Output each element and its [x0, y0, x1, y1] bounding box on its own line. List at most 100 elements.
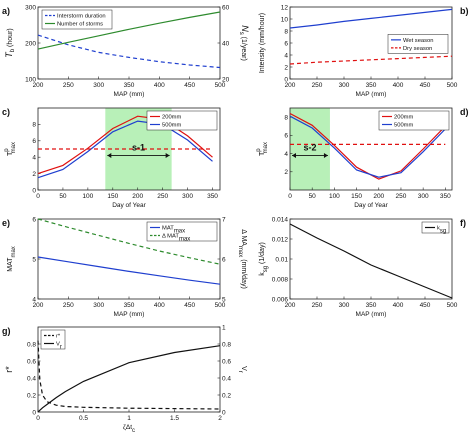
panel-b: 200 250 300 350 400 450 500 0 2 4 6 8 10 12 MAP (mm) In…: [259, 4, 458, 98]
y-tick-label: 0: [32, 187, 36, 194]
plot-frame: [37, 326, 221, 413]
x-tick-label: 350: [124, 302, 135, 309]
x-tick-label: 0: [288, 193, 292, 200]
y-right-axis-label: Δ MAmax (mm/day): [237, 229, 247, 289]
legend-entry: 500mm: [162, 123, 182, 129]
x-tick-label: 400: [154, 302, 165, 309]
y-tick-label: 200: [25, 40, 36, 47]
legend-box: [40, 329, 66, 350]
x-tick-label: 300: [93, 302, 104, 309]
legend-entry: Wet season: [403, 38, 434, 44]
y-tick-label: 8: [284, 114, 288, 121]
legend: ksg: [421, 221, 450, 235]
y-tick-label: 8: [32, 122, 36, 129]
x-tick-label: 1.5: [170, 415, 179, 422]
legend-entry: Vr: [56, 342, 62, 351]
x-axis-label: ζΔtc: [123, 424, 135, 434]
legend: r* Vr: [40, 329, 66, 351]
x-tick-label: 450: [184, 82, 195, 89]
y-axis-label: ksg (1/day): [259, 242, 269, 276]
x-tick-label: 500: [447, 82, 458, 89]
x-tick-label: 250: [312, 82, 323, 89]
x-tick-label: 100: [82, 193, 93, 200]
x-tick-label: 400: [393, 302, 404, 309]
x-tick-label: 250: [63, 82, 74, 89]
x-axis-label: Day of Year: [354, 202, 388, 209]
x-tick-label: 200: [285, 302, 296, 309]
x-tick-label: 500: [215, 302, 226, 309]
legend-box: [378, 110, 450, 131]
legend-entry: 200mm: [394, 115, 414, 121]
y-right-axis-label: Vr: [237, 366, 247, 373]
x-tick-label: 450: [420, 82, 431, 89]
x-tick-label: 300: [93, 82, 104, 89]
y-tick-label: 0: [284, 76, 288, 83]
x-tick-label: 300: [339, 82, 350, 89]
y-axis-label: Tpmax: [4, 142, 17, 156]
x-tick-label: 450: [420, 302, 431, 309]
legend-box: [146, 221, 218, 242]
y-tick-label: 0.4: [27, 375, 36, 382]
y-tick-label: 8: [284, 28, 288, 35]
x-tick-label: 350: [207, 193, 218, 200]
series-line-dry-season: [289, 55, 453, 65]
season-label: s-2: [303, 143, 316, 153]
y-right-tick-label: 40: [222, 40, 230, 47]
series-line-r-: [37, 340, 221, 410]
x-tick-label: 300: [418, 193, 429, 200]
y-right-tick-label: 0: [222, 409, 226, 416]
legend-entry: 200mm: [162, 115, 182, 121]
x-tick-label: 200: [373, 193, 384, 200]
x-axis-label: MAP (mm): [356, 91, 387, 98]
x-tick-label: 200: [33, 82, 44, 89]
y-right-tick-label: 1: [222, 324, 226, 331]
legend-entry: Interstorm duration: [57, 14, 106, 20]
y-right-tick-label: 0.8: [222, 341, 231, 348]
y-tick-label: 6: [284, 133, 288, 140]
panel-f: 200 250 300 350 400 450 500 0.006 0.008 0.01 0.012…: [259, 216, 458, 318]
y-right-tick-label: 7: [222, 216, 226, 223]
legend-box: [41, 9, 113, 30]
x-tick-label: 50: [309, 193, 317, 200]
legend-entry: 500mm: [394, 123, 414, 129]
y-right-axis-label: Ns (1/year): [238, 25, 250, 61]
y-axis-label: Intensity (mm/hour): [259, 13, 266, 73]
legend-box: [146, 110, 218, 131]
legend-entry: Δ MATmax: [162, 234, 190, 243]
x-tick-label: 350: [366, 302, 377, 309]
series-line-wet-season: [289, 8, 453, 29]
y-tick-label: 0.8: [27, 341, 36, 348]
panel-g: 0 0.5 1 1.5 200.20.40.60.800.20.40.60.81ζΔtc…: [4, 324, 247, 434]
series-line-v-r: [37, 345, 221, 413]
y-tick-label: 4: [32, 155, 36, 162]
panel-label: c): [2, 107, 10, 117]
plot-frame: [289, 107, 453, 191]
x-tick-label: 200: [285, 82, 296, 89]
season-arrowheads: [292, 153, 328, 159]
panel-label: d): [460, 107, 469, 117]
series-line--mat-max: [37, 218, 221, 265]
x-tick-label: 200: [132, 193, 143, 200]
x-tick-label: 250: [396, 193, 407, 200]
x-tick-label: 300: [182, 193, 193, 200]
y-tick-label: 0.01: [275, 256, 288, 263]
legend: Wet season Dry season: [387, 34, 449, 54]
x-axis-label: MAP (mm): [114, 311, 145, 318]
y-right-tick-label: 60: [222, 4, 230, 11]
series-line-k-sg: [289, 223, 453, 299]
y-right-tick-label: 20: [222, 76, 230, 83]
x-tick-label: 350: [124, 82, 135, 89]
y-tick-label: 0: [32, 409, 36, 416]
y-tick-label: 4: [284, 151, 288, 158]
panel-e: 200 250 300 350 400 450 500 4 5 6 5 6 7 MAP (mm) MATma…: [7, 216, 247, 318]
panel-label: a): [2, 6, 10, 16]
x-tick-label: 0: [36, 193, 40, 200]
x-axis-label: MAP (mm): [114, 91, 145, 98]
legend: 200mm 500mm: [146, 110, 218, 131]
x-tick-label: 500: [215, 82, 226, 89]
legend-entry: Number of storms: [57, 22, 103, 28]
x-tick-label: 300: [339, 302, 350, 309]
x-tick-label: 400: [154, 82, 165, 89]
